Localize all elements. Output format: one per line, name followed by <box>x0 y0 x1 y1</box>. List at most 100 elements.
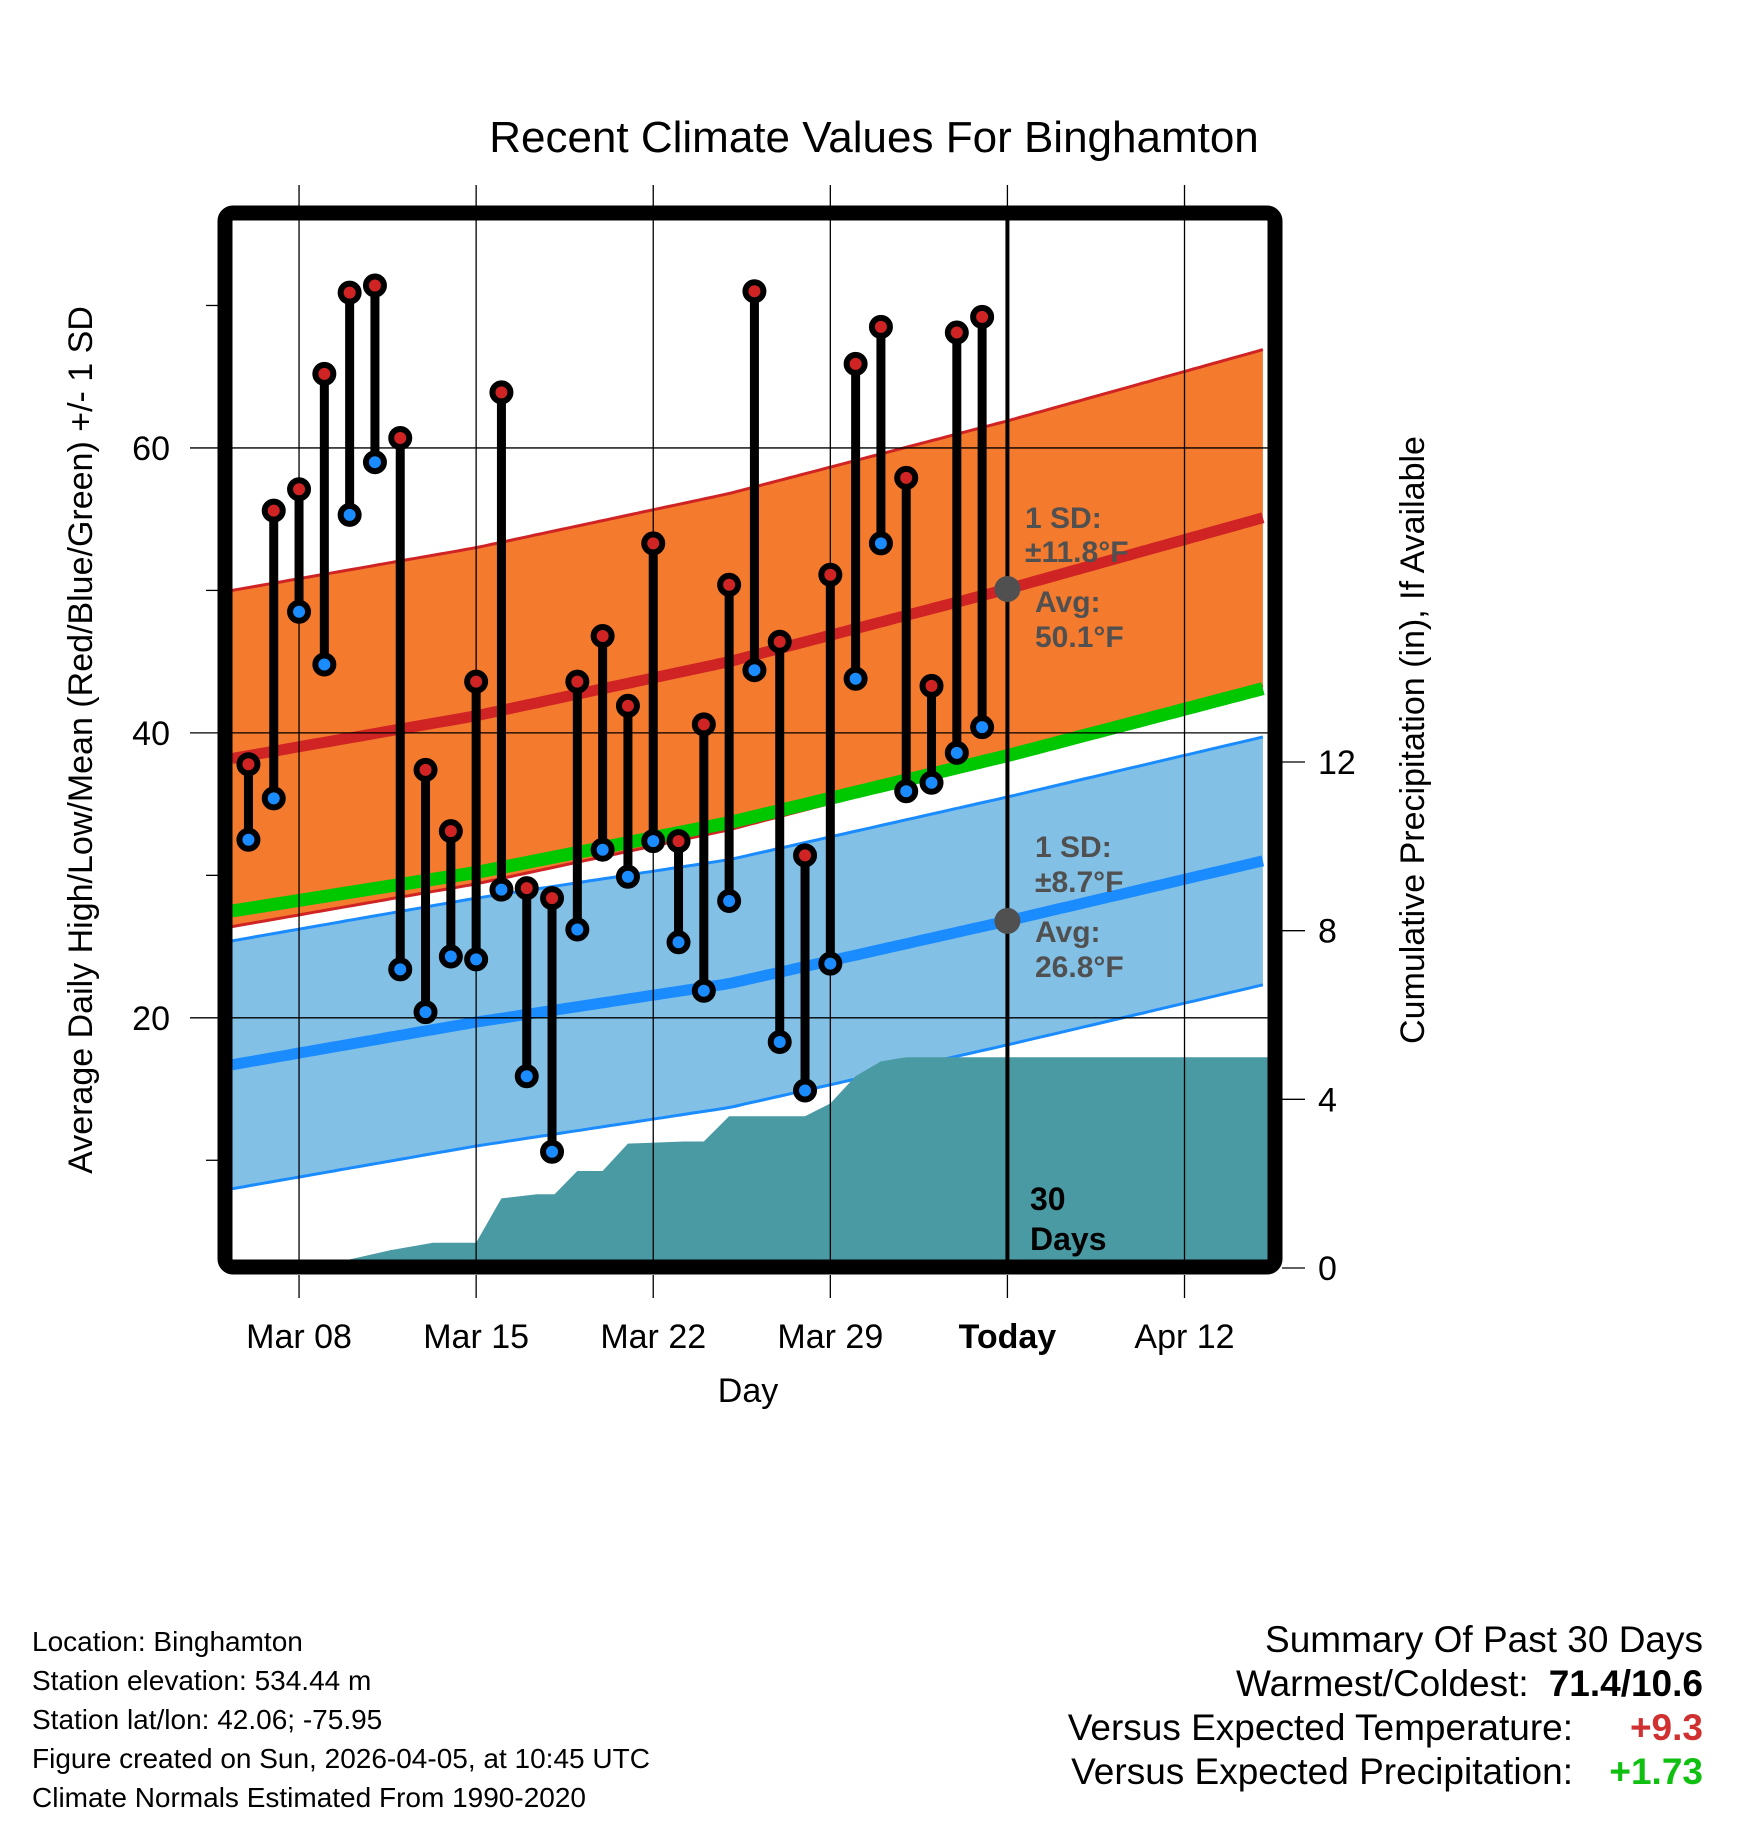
y2-tick-label: 8 <box>1318 913 1337 951</box>
data-marks <box>236 273 1021 1164</box>
y-axis-label: Average Daily High/Low/Mean (Red/Blue/Gr… <box>62 306 100 1174</box>
high-point <box>641 531 666 556</box>
low-sd-label: 1 SD: <box>1035 831 1112 864</box>
high-point <box>793 843 818 868</box>
high-point <box>388 425 413 450</box>
high-point <box>868 314 893 339</box>
low-point <box>717 888 742 913</box>
low-point <box>818 951 843 976</box>
plot-frame <box>217 205 1283 1275</box>
location-text: Location: Binghamton <box>32 1626 303 1657</box>
high-point <box>590 624 615 648</box>
high-point <box>565 669 590 694</box>
low-point <box>514 1064 539 1089</box>
low-point <box>489 877 514 902</box>
high-point <box>489 380 514 405</box>
annotations: 1 SD: ±11.8°F Avg: 50.1°F 1 SD: ±8.7°F A… <box>1025 502 1129 1257</box>
high-point <box>944 320 969 345</box>
high-point <box>438 819 463 844</box>
low-point <box>388 957 413 982</box>
low-point <box>868 531 893 556</box>
low-point <box>590 837 615 862</box>
high-point <box>894 465 919 490</box>
summary-warmest-row: Warmest/Coldest: 71.4/10.6 <box>1068 1662 1703 1706</box>
created-text: Figure created on Sun, 2026-04-05, at 10… <box>32 1743 650 1774</box>
low-point <box>565 917 590 942</box>
low-point <box>438 944 463 969</box>
summary-title: Summary Of Past 30 Days <box>1265 1619 1703 1660</box>
low-point <box>894 779 919 804</box>
high-point <box>514 876 539 901</box>
high-point <box>540 886 565 911</box>
high-point <box>362 273 387 298</box>
low-point <box>666 930 691 955</box>
high-point <box>767 629 792 654</box>
low-point <box>793 1078 818 1103</box>
high-point <box>236 752 261 777</box>
high-point <box>413 757 438 782</box>
today-low-avg-marker <box>994 907 1021 934</box>
high-point <box>312 361 337 386</box>
y2-axis-label: Cumulative Precipitation (in), If Availa… <box>1394 436 1432 1044</box>
low-point <box>843 666 868 691</box>
temp-value: +9.3 <box>1629 1707 1703 1748</box>
y-tick-label: 20 <box>132 1000 170 1038</box>
y2-tick-label: 4 <box>1318 1081 1337 1119</box>
x-tick-label: Mar 15 <box>423 1318 529 1356</box>
low-point <box>742 658 767 683</box>
high-sd-label: 1 SD: <box>1025 502 1102 535</box>
warmest-label: Warmest/Coldest: <box>1236 1663 1529 1704</box>
x-tick-label: Mar 29 <box>777 1318 883 1356</box>
chart-title: Recent Climate Values For Binghamton <box>489 113 1259 162</box>
x-tick-label: Today <box>959 1318 1057 1356</box>
high-point <box>970 304 995 329</box>
elevation-text: Station elevation: 534.44 m <box>32 1665 372 1696</box>
high-sd-band <box>232 349 1263 927</box>
low-avg-line <box>232 855 1265 1071</box>
low-point <box>944 740 969 765</box>
x-tick-label: Mar 22 <box>600 1318 706 1356</box>
y2-tick-label: 12 <box>1318 744 1356 782</box>
low-point <box>767 1030 792 1055</box>
precip-value: +1.73 <box>1609 1751 1703 1792</box>
low-avg-label: Avg: <box>1035 916 1101 949</box>
low-point <box>413 1000 438 1025</box>
today-days-label: 30 Days <box>1030 1181 1107 1257</box>
low-point <box>312 652 337 677</box>
high-point <box>615 693 640 718</box>
warmest-value: 71.4/10.6 <box>1548 1663 1703 1704</box>
x-axis-label: Day <box>718 1372 778 1410</box>
high-point <box>666 829 691 854</box>
high-point <box>742 279 767 304</box>
low-point <box>691 978 716 1003</box>
low-point <box>287 599 312 624</box>
low-point <box>919 770 944 795</box>
high-point <box>919 673 944 698</box>
high-point <box>691 712 716 737</box>
summary-precip-row: Versus Expected Precipitation: +1.73 <box>1068 1750 1703 1794</box>
high-point <box>287 477 312 502</box>
high-point <box>337 280 362 305</box>
y-tick-label: 40 <box>132 715 170 753</box>
precip-label: Versus Expected Precipitation: <box>1071 1751 1573 1792</box>
low-point <box>337 502 362 527</box>
x-tick-label: Apr 12 <box>1134 1318 1234 1356</box>
axes: Mar 08 Mar 15 Mar 22 Mar 29 Today Apr 1220406… <box>132 185 1356 1356</box>
temp-label: Versus Expected Temperature: <box>1067 1707 1573 1748</box>
y2-tick-label: 0 <box>1318 1250 1337 1288</box>
latlon-text: Station lat/lon: 42.06; -75.95 <box>32 1704 383 1735</box>
low-point <box>362 450 387 475</box>
low-point <box>464 947 489 972</box>
x-tick-label: Mar 08 <box>246 1318 352 1356</box>
low-point <box>261 786 286 811</box>
high-sd-value: ±11.8°F <box>1025 536 1129 569</box>
high-point <box>818 562 843 587</box>
summary-panel: Summary Of Past 30 Days Warmest/Coldest:… <box>1068 1618 1703 1794</box>
low-avg-value: 26.8°F <box>1035 951 1124 984</box>
low-point <box>615 864 640 889</box>
high-avg-label: Avg: <box>1035 586 1101 619</box>
precip-area <box>347 1057 1268 1260</box>
low-point <box>236 827 261 852</box>
low-sd-band <box>232 736 1263 1189</box>
